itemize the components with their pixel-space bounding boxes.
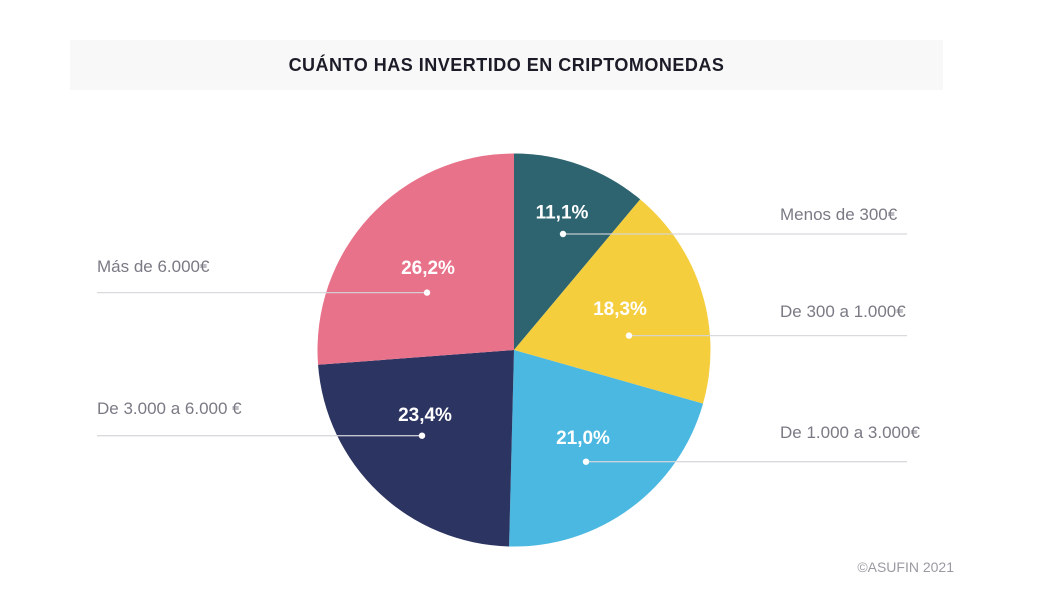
svg-text:23,4%: 23,4% (398, 405, 452, 426)
svg-text:11,1%: 11,1% (536, 203, 589, 224)
svg-text:De 3.000 a 6.000 €: De 3.000 a 6.000 € (97, 399, 242, 418)
svg-text:18,3%: 18,3% (593, 299, 647, 320)
svg-text:21,0%: 21,0% (556, 428, 610, 449)
svg-text:26,2%: 26,2% (401, 258, 455, 279)
svg-text:De 300 a 1.000€: De 300 a 1.000€ (780, 302, 906, 321)
svg-text:Más de 6.000€: Más de 6.000€ (97, 257, 210, 276)
svg-text:Menos de 300€: Menos de 300€ (780, 205, 898, 224)
svg-text:De 1.000 a 3.000€: De 1.000 a 3.000€ (780, 423, 920, 442)
